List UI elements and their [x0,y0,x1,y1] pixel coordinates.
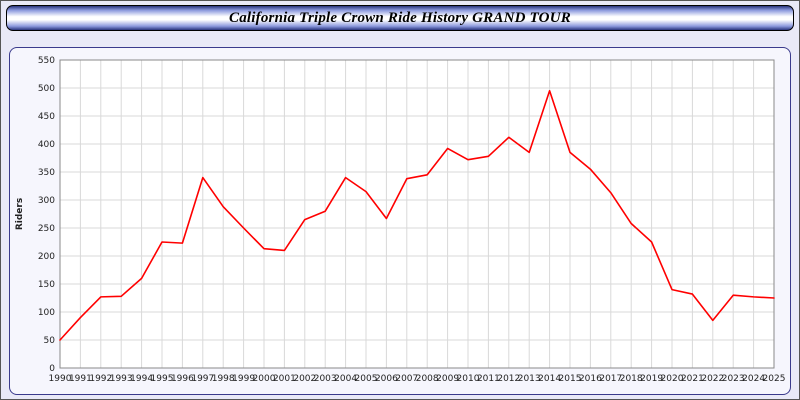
svg-text:2006: 2006 [375,374,398,384]
svg-text:2016: 2016 [579,374,602,384]
svg-text:2007: 2007 [395,374,418,384]
svg-text:2019: 2019 [640,374,663,384]
svg-text:2021: 2021 [681,374,704,384]
svg-text:1999: 1999 [232,374,255,384]
svg-text:550: 550 [38,56,55,66]
svg-text:2005: 2005 [355,374,378,384]
svg-text:250: 250 [38,224,55,234]
svg-text:50: 50 [44,336,56,346]
svg-text:1998: 1998 [212,374,235,384]
svg-text:2001: 2001 [273,374,296,384]
svg-text:2018: 2018 [620,374,643,384]
svg-text:2009: 2009 [436,374,459,384]
svg-text:1996: 1996 [171,374,194,384]
svg-text:2003: 2003 [314,374,337,384]
svg-text:2002: 2002 [293,374,316,384]
svg-text:2000: 2000 [253,374,276,384]
svg-text:2008: 2008 [416,374,439,384]
svg-text:2010: 2010 [457,374,480,384]
svg-text:2023: 2023 [722,374,745,384]
svg-text:2024: 2024 [742,374,765,384]
svg-text:100: 100 [38,308,55,318]
svg-text:2004: 2004 [334,374,357,384]
svg-text:400: 400 [38,140,55,150]
svg-text:500: 500 [38,84,55,94]
svg-text:300: 300 [38,196,55,206]
svg-text:150: 150 [38,280,55,290]
svg-text:1990: 1990 [49,374,72,384]
svg-text:200: 200 [38,252,55,262]
svg-text:2012: 2012 [497,374,520,384]
chart-title: California Triple Crown Ride History GRA… [229,9,571,26]
svg-text:2011: 2011 [477,374,500,384]
svg-text:350: 350 [38,168,55,178]
svg-text:0: 0 [49,364,55,374]
svg-text:2017: 2017 [599,374,622,384]
svg-text:2020: 2020 [661,374,684,384]
svg-text:2013: 2013 [518,374,541,384]
svg-text:1992: 1992 [89,374,112,384]
svg-text:1991: 1991 [69,374,92,384]
svg-text:2022: 2022 [701,374,724,384]
svg-text:Riders: Riders [15,198,25,230]
svg-text:1993: 1993 [110,374,133,384]
svg-text:1995: 1995 [151,374,174,384]
svg-text:2014: 2014 [538,374,561,384]
svg-text:2015: 2015 [559,374,582,384]
svg-text:2025: 2025 [763,374,786,384]
riders-line-chart: 0501001502002503003504004505005501990199… [15,56,786,384]
chart-title-bar: California Triple Crown Ride History GRA… [6,5,794,31]
svg-text:1994: 1994 [130,374,153,384]
svg-text:450: 450 [38,112,55,122]
chart-panel: 0 50 100 150 200 250 300 350 400 450 500 550 1990 199… [9,47,791,395]
svg-text:1997: 1997 [191,374,214,384]
